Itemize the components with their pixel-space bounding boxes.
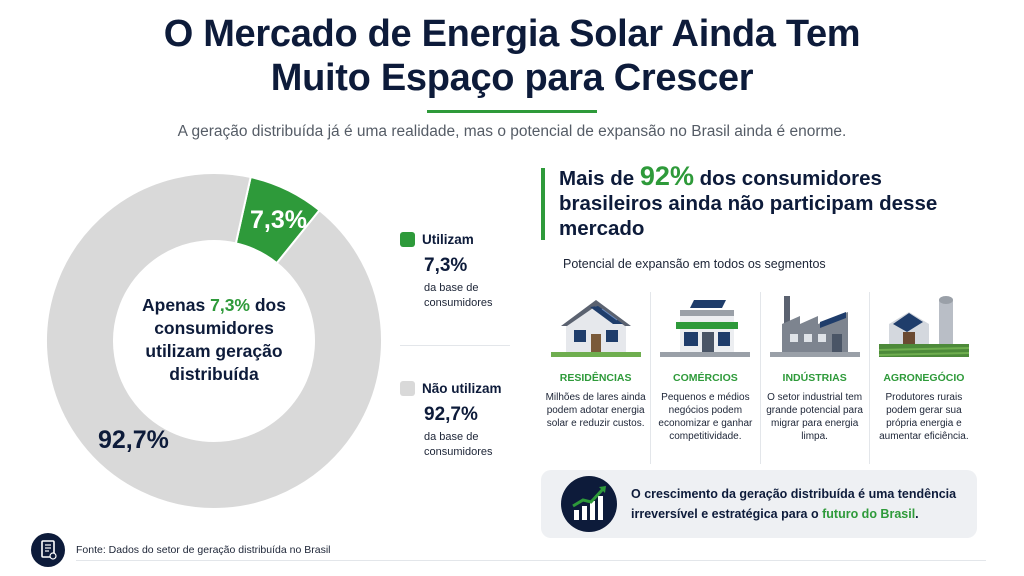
center-prefix: Apenas — [142, 295, 206, 315]
legend-desc: da base de consumidores — [424, 431, 493, 458]
segment-desc: Pequenos e médios negócios podem economi… — [658, 392, 753, 442]
page-title: O Mercado de Energia Solar Ainda Tem Mui… — [0, 12, 1024, 100]
store-solar-icon — [660, 300, 751, 357]
slice-label-nao-utilizam: 92,7% — [98, 426, 169, 454]
document-icon — [31, 533, 65, 567]
segment-desc: O setor industrial tem grande potencial … — [766, 392, 863, 442]
headline-prefix: Mais de — [559, 167, 635, 190]
callout-main: O crescimento da geração distribuída é u… — [631, 487, 957, 521]
donut-center-text: Apenas 7,3% dos consumidores utilizam ge… — [134, 294, 294, 386]
legend-divider — [400, 345, 510, 346]
headline: Mais de 92% dos consumidores brasileiros… — [559, 161, 939, 241]
legend-value: 92,7% — [424, 404, 478, 425]
footer-source: Fonte: Dados do setor de geração distrib… — [76, 544, 331, 556]
callout-box: O crescimento da geração distribuída é u… — [541, 470, 977, 538]
headline-accent-bar — [541, 168, 545, 240]
legend-value: 7,3% — [424, 255, 468, 276]
legend-label: Utilizam — [422, 232, 474, 247]
segments-row: RESIDÊNCIAS Milhões de lares ainda podem… — [541, 292, 978, 464]
donut-svg — [45, 172, 383, 510]
legend-swatch-gray — [400, 381, 415, 396]
legend-item-utilizam: Utilizam 7,3% da base de consumidores — [400, 232, 514, 311]
legend-desc: da base de consumidores — [424, 282, 493, 309]
title-line-2: Muito Espaço para Crescer — [270, 57, 754, 99]
page-subtitle: A geração distribuída já é uma realidade… — [177, 123, 847, 140]
segment-comercios: COMÉRCIOS Pequenos e médios negócios pod… — [650, 292, 759, 464]
house-solar-icon — [550, 300, 641, 357]
center-value: 7,3% — [210, 295, 250, 315]
segment-agronegocio: AGRONEGÓCIO Produtores rurais podem gera… — [868, 292, 978, 464]
callout-highlight: futuro do Brasil — [822, 507, 916, 521]
headline-rest: dos consumidores brasileiros ainda não p… — [559, 167, 938, 240]
segment-residencias: RESIDÊNCIAS Milhões de lares ainda podem… — [541, 292, 650, 464]
segment-title: COMÉRCIOS — [672, 372, 738, 384]
footer-divider — [76, 560, 986, 561]
segment-desc: Milhões de lares ainda podem adotar ener… — [545, 392, 646, 429]
title-underline — [427, 110, 597, 113]
segment-industrias: INDÚSTRIAS O setor industrial tem grande… — [759, 292, 869, 464]
callout-text: O crescimento da geração distribuída é u… — [631, 484, 971, 524]
legend-swatch-green — [400, 232, 415, 247]
segment-desc: Produtores rurais podem gerar sua própri… — [879, 392, 969, 442]
segment-title: RESIDÊNCIAS — [559, 372, 632, 384]
segment-title: AGRONEGÓCIO — [883, 372, 965, 384]
slice-label-utilizam: 7,3% — [250, 206, 307, 234]
growth-chart-icon — [561, 476, 617, 532]
donut-chart: 7,3% 92,7% Apenas 7,3% dos consumidores … — [44, 166, 384, 516]
callout-end: . — [915, 507, 919, 521]
potential-subtitle: Potencial de expansão em todos os segmen… — [563, 257, 826, 271]
title-line-1: O Mercado de Energia Solar Ainda Tem — [163, 13, 861, 55]
segment-title: INDÚSTRIAS — [782, 372, 847, 384]
farm-solar-icon — [878, 296, 969, 357]
factory-solar-icon — [769, 296, 860, 357]
center-rest: dos consumidores utilizam geração distri… — [145, 295, 286, 384]
legend-item-nao-utilizam: Não utilizam 92,7% da base de consumidor… — [400, 381, 514, 460]
headline-value: 92% — [639, 161, 694, 191]
donut-slice-nao-utilizam — [45, 172, 383, 510]
legend-label: Não utilizam — [422, 381, 502, 396]
